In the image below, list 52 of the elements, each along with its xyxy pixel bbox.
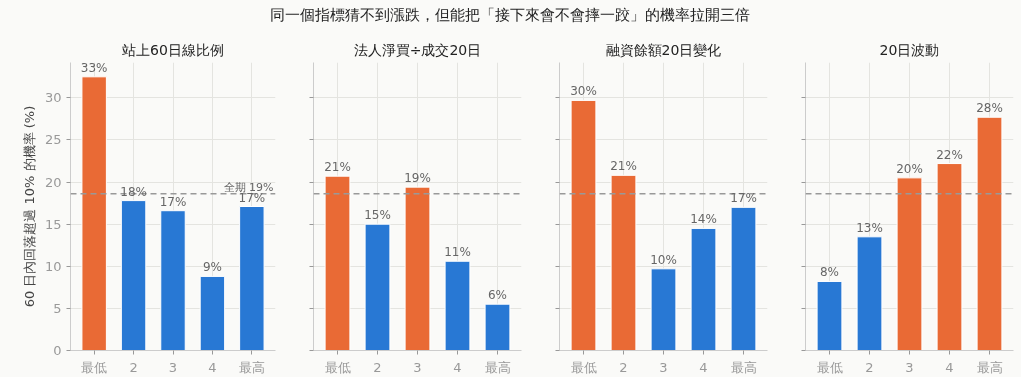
x-tick-label: 3 <box>168 359 178 375</box>
data-label: 14% <box>690 212 717 227</box>
data-label: 17% <box>159 194 187 209</box>
y-tick-label: 20 <box>44 174 62 190</box>
x-tick-label: 最低 <box>81 359 108 375</box>
x-tick-label: 最低 <box>324 359 351 375</box>
data-label: 8% <box>819 265 840 280</box>
chart-title: 融資餘額20日變化 <box>605 41 722 58</box>
chart-title: 站上60日線比例 <box>122 41 224 58</box>
data-label: 18% <box>120 184 147 199</box>
x-tick-label: 最低 <box>816 359 843 375</box>
text: 同一個指標猜不到漲跌，但能把「接下來會不會摔一跤」的機率拉開三倍 <box>270 5 750 26</box>
data-label: 9% <box>202 260 222 275</box>
x-tick-label: 3 <box>905 359 914 375</box>
y-tick-label: 30 <box>44 90 62 106</box>
data-label: 15% <box>364 208 391 223</box>
data-label: 21% <box>610 159 637 174</box>
x-tick-label: 2 <box>129 359 138 375</box>
chart-title: 法人淨買÷成交20日 <box>353 41 482 58</box>
x-tick-label: 2 <box>865 359 874 375</box>
x-tick-label: 4 <box>208 359 217 375</box>
y-tick-label: 25 <box>44 132 62 148</box>
y-tick-label: 15 <box>44 216 62 232</box>
x-tick-label: 最低 <box>570 359 597 375</box>
x-tick-label: 最高 <box>730 359 757 375</box>
data-label: 13% <box>856 220 883 235</box>
data-label: 33% <box>80 60 108 75</box>
x-tick-label: 4 <box>945 359 954 375</box>
data-label: 20% <box>896 161 923 176</box>
y-axis-title: 60 日內回落超過 10% 的機率 (%) <box>21 105 37 308</box>
data-label: 22% <box>936 147 963 162</box>
x-tick-label: 最高 <box>976 359 1003 375</box>
y-tick-label: 5 <box>53 300 62 316</box>
x-tick-label: 2 <box>619 359 628 375</box>
y-tick-label: 0 <box>53 343 62 358</box>
y-tick-label: 10 <box>44 258 62 274</box>
data-label: 21% <box>324 160 351 175</box>
x-tick-label: 2 <box>373 359 382 375</box>
x-tick-label: 4 <box>453 359 462 375</box>
data-label: 19% <box>404 171 431 186</box>
data-label: 10% <box>650 252 677 267</box>
data-label: 6% <box>487 288 508 303</box>
data-label: 28% <box>976 101 1003 116</box>
data-label: 17% <box>730 191 757 206</box>
data-label: 30% <box>570 84 597 99</box>
x-tick-label: 3 <box>413 359 422 375</box>
x-tick-label: 3 <box>659 359 668 375</box>
chart-title: 20日波動 <box>879 41 940 58</box>
x-tick-label: 4 <box>699 359 708 375</box>
x-tick-label: 最高 <box>238 359 265 375</box>
data-label: 11% <box>444 245 471 260</box>
x-tick-label: 最高 <box>484 359 511 375</box>
